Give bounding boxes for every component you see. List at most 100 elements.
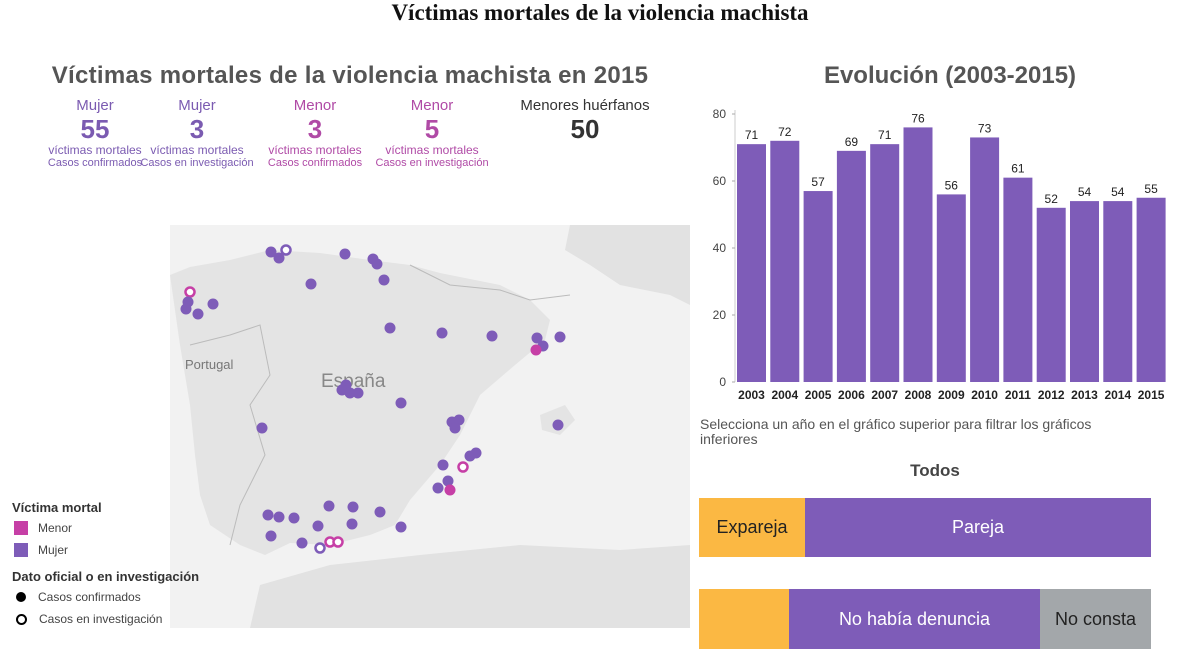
victim-dot-mujer[interactable] (554, 331, 566, 343)
victim-dot-mujer[interactable] (273, 252, 285, 264)
bar-value-label: 54 (1078, 185, 1092, 199)
map[interactable]: Portugal España (170, 225, 690, 628)
bar-value-label: 69 (845, 135, 859, 149)
bar-2008[interactable] (903, 127, 933, 383)
victim-dot-mujer[interactable] (531, 332, 543, 344)
victim-dot-menor[interactable] (184, 286, 196, 298)
bar-2015[interactable] (1136, 197, 1166, 382)
legend-label: Mujer (38, 543, 69, 557)
victim-dot-mujer[interactable] (432, 482, 444, 494)
bar-value-label: 57 (811, 175, 825, 189)
victim-dot-mujer[interactable] (346, 518, 358, 530)
kpi-type: Menor (410, 97, 454, 114)
victim-dot-mujer[interactable] (296, 537, 308, 549)
victim-dot-mujer[interactable] (470, 447, 482, 459)
bar-2004[interactable] (770, 140, 800, 382)
victim-dot-mujer[interactable] (273, 511, 285, 523)
x-tick-label: 2010 (971, 388, 998, 402)
bar-2006[interactable] (836, 150, 866, 382)
victim-dot-mujer[interactable] (384, 322, 396, 334)
page-title: Víctimas mortales de la violencia machis… (391, 0, 809, 25)
legend-menor[interactable]: Menor (14, 521, 199, 535)
victim-dot-mujer[interactable] (305, 278, 317, 290)
victim-dot-mujer[interactable] (265, 530, 277, 542)
kpi-caption: víctimas mortales (150, 143, 244, 157)
kpi-value: 50 (570, 114, 600, 144)
y-tick-label: 40 (713, 241, 727, 255)
victim-dot-mujer[interactable] (262, 509, 274, 521)
kpi-4: Menores huérfanos 50 (505, 97, 665, 144)
bar-2012[interactable] (1036, 207, 1066, 382)
legend-confirmados[interactable]: Casos confirmados (16, 590, 199, 604)
bar-value-label: 72 (778, 125, 792, 139)
filter-hint: Selecciona un año en el gráfico superior… (700, 416, 1092, 447)
victim-dot-mujer[interactable] (371, 258, 383, 270)
kpi-type: Mujer (178, 97, 216, 114)
legend-label: Casos en investigación (39, 612, 163, 626)
kpi-3: Menor 5 víctimas mortales Casos en investig… (367, 97, 497, 170)
victim-dot-mujer[interactable] (395, 521, 407, 533)
segment-denuncia-previa[interactable] (699, 589, 789, 649)
victim-dot-mujer[interactable] (280, 244, 292, 256)
victim-dot-mujer[interactable] (442, 475, 454, 487)
kpi-subcaption: Casos en investigación (140, 157, 254, 169)
victim-dot-mujer[interactable] (180, 303, 192, 315)
kpi-subcaption: Casos confirmados (47, 157, 143, 169)
x-tick-label: 2003 (738, 388, 765, 402)
victim-dot-mujer[interactable] (339, 248, 351, 260)
victim-dot-mujer[interactable] (374, 506, 386, 518)
victim-dot-mujer[interactable] (312, 520, 324, 532)
filter-selected: Todos (910, 461, 960, 480)
victim-dot-mujer[interactable] (352, 387, 364, 399)
x-tick-label: 2014 (1104, 388, 1131, 402)
victim-dot-mujer[interactable] (207, 298, 219, 310)
segment-no-denuncia[interactable]: No había denuncia (789, 589, 1040, 649)
victim-dot-menor[interactable] (457, 461, 469, 473)
bar-value-label: 73 (978, 121, 992, 135)
bar-2013[interactable] (1070, 201, 1099, 382)
border-line (409, 264, 571, 301)
victim-dot-mujer[interactable] (436, 327, 448, 339)
kpi-1: Mujer 3 víctimas mortales Casos en investig… (132, 97, 262, 170)
victim-dot-mujer[interactable] (265, 246, 277, 258)
bar-chart[interactable]: 0 20 40 60 80 71 2003 72 2004 57 2005 69 2006 71 2007 7… (700, 100, 1200, 405)
victim-dot-menor[interactable] (530, 344, 542, 356)
victim-dot-menor[interactable] (444, 484, 456, 496)
segment-pareja[interactable]: Pareja (805, 498, 1151, 557)
legend-mujer[interactable]: Mujer (14, 543, 199, 557)
segment-expareja[interactable]: Expareja (699, 498, 805, 557)
victim-dot-mujer[interactable] (449, 422, 461, 434)
legend-title-victima: Víctima mortal (12, 500, 102, 515)
bar-2014[interactable] (1103, 201, 1133, 382)
victim-dot-mujer[interactable] (395, 397, 407, 409)
x-tick-label: 2007 (871, 388, 898, 402)
x-tick-label: 2006 (838, 388, 865, 402)
victim-dot-mujer[interactable] (256, 422, 268, 434)
victim-dot-mujer[interactable] (347, 501, 359, 513)
victim-dot-mujer[interactable] (437, 459, 449, 471)
victim-dot-mujer[interactable] (314, 542, 326, 554)
bar-2009[interactable] (936, 194, 966, 382)
victim-dot-mujer[interactable] (344, 387, 356, 399)
victim-dot-mujer[interactable] (192, 308, 204, 320)
bar-2007[interactable] (870, 144, 900, 382)
bar-2005[interactable] (803, 191, 833, 382)
victim-dot-menor[interactable] (332, 536, 344, 548)
victim-dot-mujer[interactable] (378, 274, 390, 286)
x-tick-label: 2012 (1038, 388, 1065, 402)
africa-land (250, 545, 690, 628)
chart-title: Evolución (2003-2015) (823, 62, 1077, 89)
victim-dot-mujer[interactable] (486, 330, 498, 342)
victim-dot-mujer[interactable] (552, 419, 564, 431)
bar-2010[interactable] (970, 137, 1000, 382)
segment-label: No consta (1054, 609, 1137, 629)
legend-investigacion[interactable]: Casos en investigación (16, 612, 199, 626)
victim-dot-mujer[interactable] (323, 500, 335, 512)
bar-2011[interactable] (1003, 177, 1033, 382)
map-title: Víctimas mortales de la violencia machis… (51, 62, 649, 89)
bar-2003[interactable] (737, 144, 766, 382)
segment-no-consta[interactable]: No consta (1040, 589, 1151, 649)
victim-dot-mujer[interactable] (288, 512, 300, 524)
legend-title-dato: Dato oficial o en investigación (12, 569, 200, 584)
kpi-type: Mujer (76, 97, 114, 114)
